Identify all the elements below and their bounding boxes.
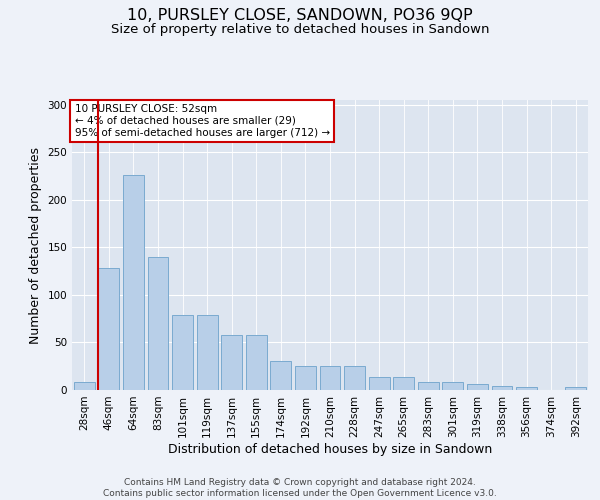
Bar: [221, 335, 242, 390]
Bar: [516, 387, 537, 390]
Bar: [74, 382, 95, 390]
Text: Contains HM Land Registry data © Crown copyright and database right 2024.
Contai: Contains HM Land Registry data © Crown c…: [103, 478, 497, 498]
Bar: [418, 382, 439, 390]
Bar: [320, 366, 340, 390]
Y-axis label: Number of detached properties: Number of detached properties: [29, 146, 42, 344]
Text: Size of property relative to detached houses in Sandown: Size of property relative to detached ho…: [111, 22, 489, 36]
Bar: [393, 376, 414, 390]
Bar: [246, 335, 267, 390]
Bar: [271, 360, 292, 390]
Bar: [344, 366, 365, 390]
Bar: [98, 268, 119, 390]
Bar: [368, 376, 389, 390]
Bar: [172, 315, 193, 390]
Text: 10 PURSLEY CLOSE: 52sqm
← 4% of detached houses are smaller (29)
95% of semi-det: 10 PURSLEY CLOSE: 52sqm ← 4% of detached…: [74, 104, 330, 138]
Text: Distribution of detached houses by size in Sandown: Distribution of detached houses by size …: [168, 442, 492, 456]
Bar: [123, 175, 144, 390]
Bar: [197, 315, 218, 390]
Bar: [295, 366, 316, 390]
Bar: [148, 257, 169, 390]
Bar: [442, 382, 463, 390]
Bar: [467, 384, 488, 390]
Text: 10, PURSLEY CLOSE, SANDOWN, PO36 9QP: 10, PURSLEY CLOSE, SANDOWN, PO36 9QP: [127, 8, 473, 22]
Bar: [491, 386, 512, 390]
Bar: [565, 387, 586, 390]
